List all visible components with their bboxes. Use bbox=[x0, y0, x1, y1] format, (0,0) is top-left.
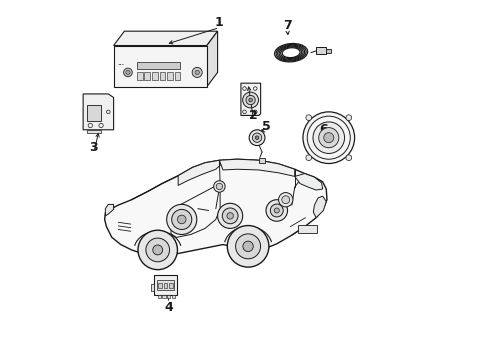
Bar bbox=[113, 45, 206, 87]
Bar bbox=[159, 72, 165, 80]
Polygon shape bbox=[241, 83, 260, 116]
Circle shape bbox=[265, 200, 287, 221]
Circle shape bbox=[318, 128, 338, 148]
Text: 4: 4 bbox=[164, 301, 173, 314]
Circle shape bbox=[123, 68, 132, 77]
Polygon shape bbox=[87, 130, 101, 133]
Circle shape bbox=[248, 98, 252, 102]
Circle shape bbox=[195, 70, 199, 75]
Circle shape bbox=[152, 245, 163, 255]
Polygon shape bbox=[219, 159, 294, 176]
Bar bbox=[137, 62, 180, 69]
Polygon shape bbox=[83, 94, 113, 130]
Bar bbox=[154, 275, 177, 295]
Circle shape bbox=[252, 133, 261, 142]
Circle shape bbox=[227, 226, 268, 267]
Circle shape bbox=[125, 70, 130, 75]
Bar bbox=[174, 72, 180, 80]
Text: 5: 5 bbox=[261, 120, 270, 133]
Bar bbox=[169, 283, 172, 288]
Circle shape bbox=[235, 234, 260, 259]
Circle shape bbox=[270, 204, 283, 217]
Circle shape bbox=[243, 241, 253, 252]
Circle shape bbox=[303, 112, 354, 163]
Circle shape bbox=[305, 155, 311, 161]
Polygon shape bbox=[113, 31, 217, 45]
Bar bbox=[144, 72, 150, 80]
Bar bbox=[325, 49, 330, 53]
Bar bbox=[158, 283, 162, 288]
Circle shape bbox=[242, 92, 258, 108]
Polygon shape bbox=[294, 174, 322, 190]
Polygon shape bbox=[206, 31, 217, 87]
Circle shape bbox=[345, 115, 351, 121]
Circle shape bbox=[281, 196, 289, 204]
Text: •••: ••• bbox=[117, 64, 124, 68]
Polygon shape bbox=[313, 196, 325, 218]
Circle shape bbox=[222, 208, 238, 224]
Bar bbox=[152, 72, 158, 80]
Circle shape bbox=[305, 115, 311, 121]
Polygon shape bbox=[105, 204, 113, 216]
Text: 2: 2 bbox=[248, 109, 257, 122]
Circle shape bbox=[312, 122, 344, 153]
Circle shape bbox=[217, 203, 242, 228]
Circle shape bbox=[278, 193, 292, 207]
Bar bbox=[162, 295, 165, 298]
Circle shape bbox=[255, 136, 258, 139]
Circle shape bbox=[323, 133, 333, 143]
Circle shape bbox=[216, 183, 222, 190]
Bar bbox=[297, 225, 317, 233]
Polygon shape bbox=[104, 159, 326, 255]
Bar bbox=[258, 158, 265, 163]
Circle shape bbox=[177, 215, 185, 224]
Circle shape bbox=[145, 238, 169, 262]
Text: 6: 6 bbox=[319, 123, 327, 136]
Bar bbox=[167, 72, 172, 80]
Text: 3: 3 bbox=[89, 141, 98, 154]
Bar bbox=[87, 105, 101, 121]
Circle shape bbox=[274, 208, 279, 213]
Circle shape bbox=[192, 67, 202, 77]
Circle shape bbox=[171, 210, 191, 229]
Circle shape bbox=[245, 95, 255, 105]
Bar bbox=[150, 284, 154, 291]
Polygon shape bbox=[178, 160, 223, 185]
Circle shape bbox=[138, 230, 177, 270]
Bar bbox=[316, 47, 325, 54]
Text: 7: 7 bbox=[283, 19, 291, 32]
Bar bbox=[167, 295, 170, 298]
Bar bbox=[158, 295, 161, 298]
Circle shape bbox=[226, 213, 233, 219]
Circle shape bbox=[345, 155, 351, 161]
Bar bbox=[157, 280, 174, 291]
Circle shape bbox=[249, 130, 264, 145]
Circle shape bbox=[166, 204, 196, 234]
Bar bbox=[171, 295, 175, 298]
Bar bbox=[137, 72, 142, 80]
Circle shape bbox=[213, 181, 224, 192]
Text: 1: 1 bbox=[215, 16, 224, 29]
Bar bbox=[163, 283, 167, 288]
